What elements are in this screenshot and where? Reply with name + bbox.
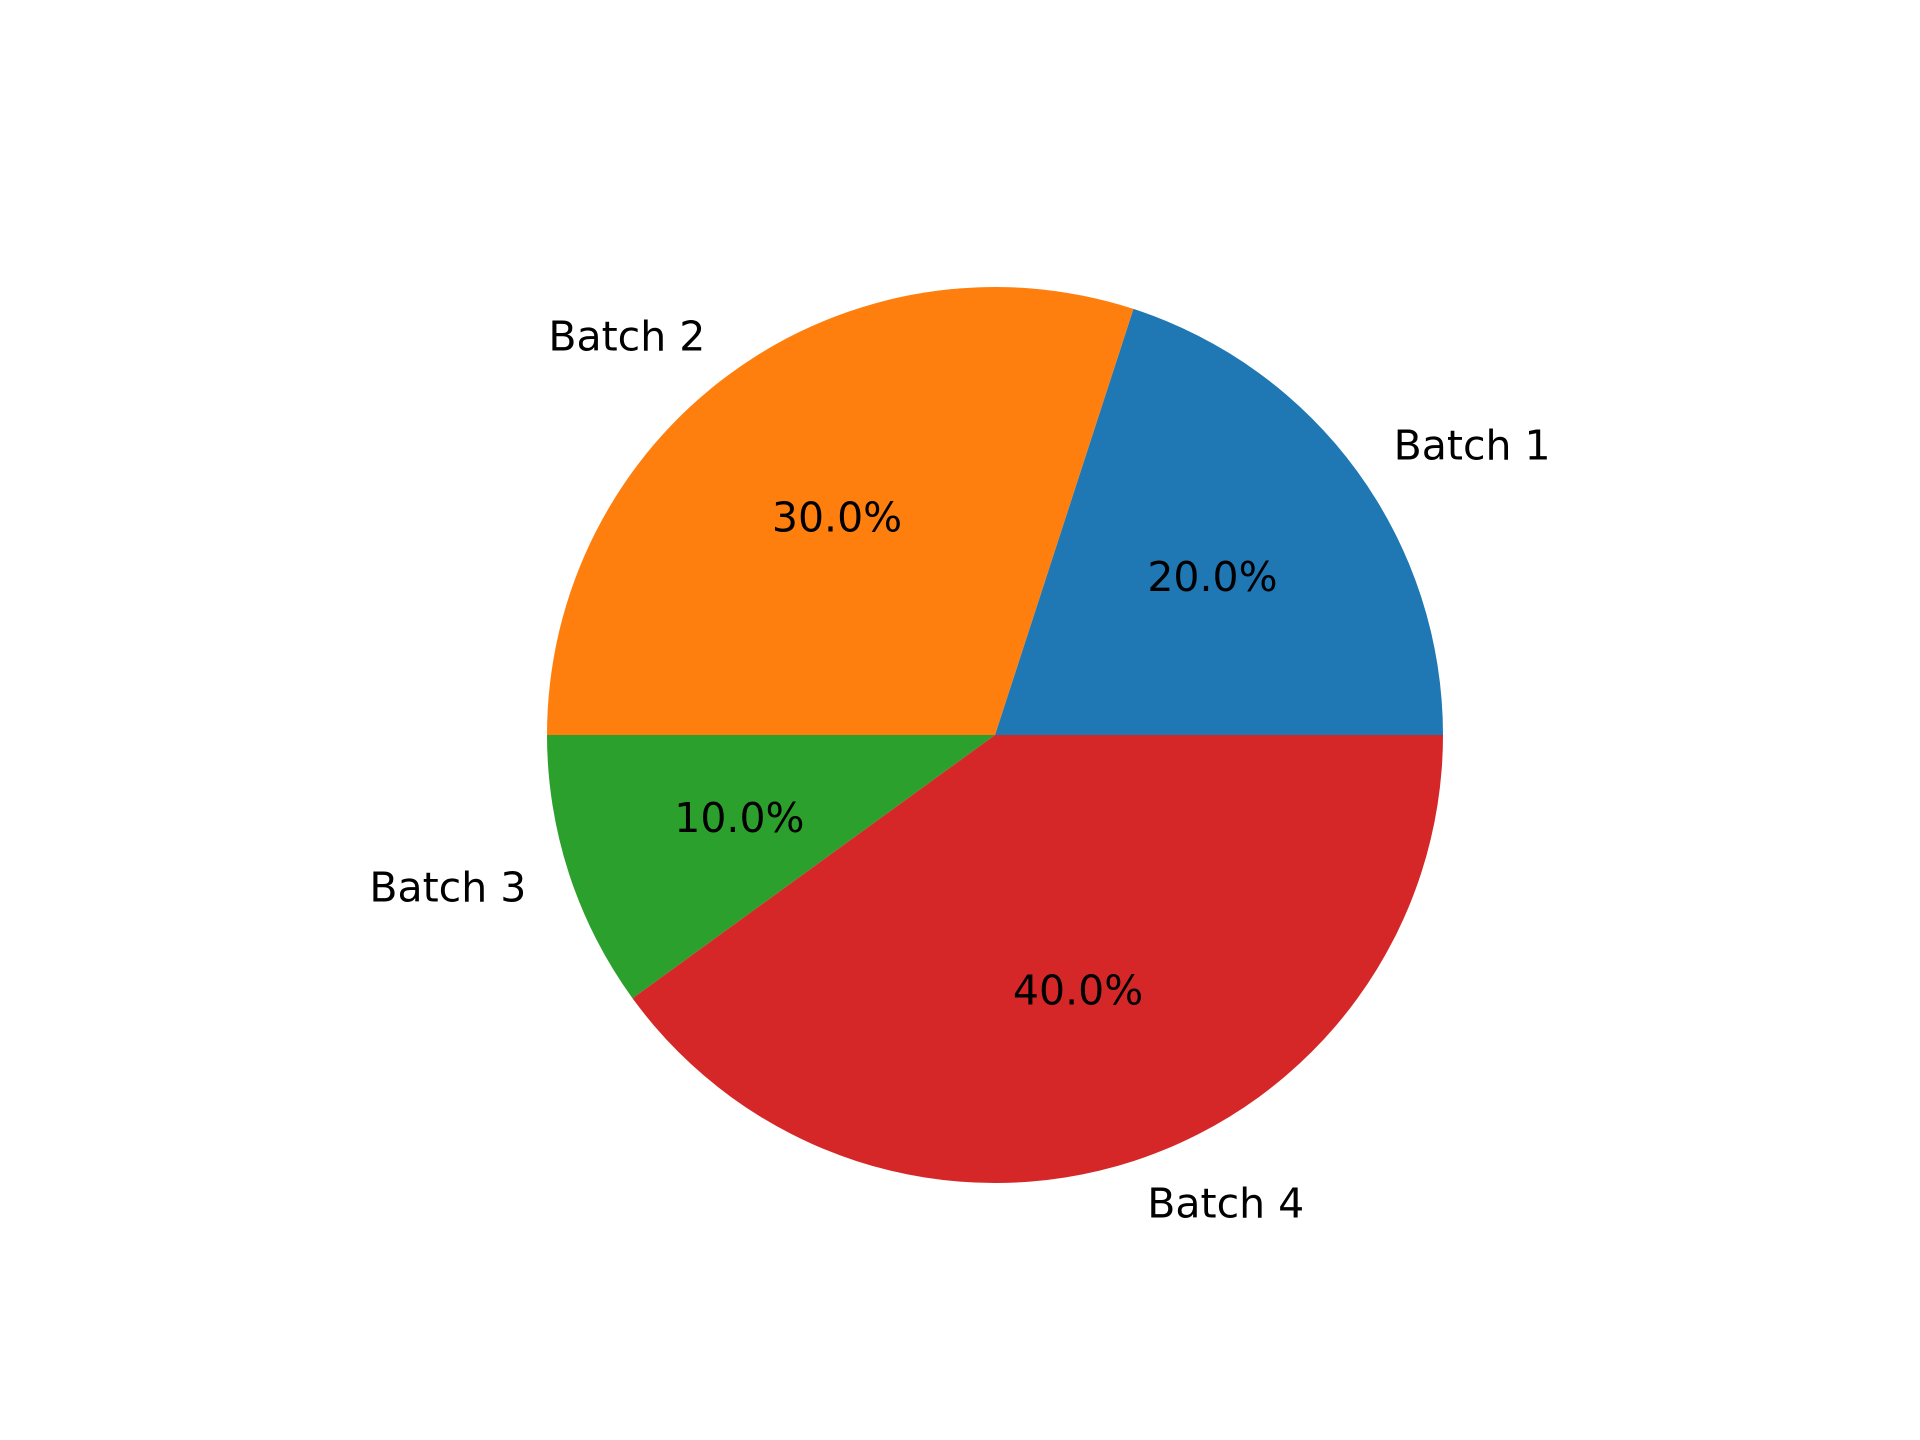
pie-slice-batch-1 (995, 308, 1443, 735)
slice-label-batch-2: Batch 2 (548, 312, 705, 360)
pie-slice-batch-3 (547, 735, 995, 999)
slice-label-batch-4: Batch 4 (1147, 1180, 1304, 1228)
pie-slice-batch-2 (547, 287, 1134, 735)
pie-slice-batch-4 (632, 735, 1443, 1184)
slice-label-batch-1: Batch 1 (1394, 421, 1551, 469)
percent-label-batch-1: 20.0% (1147, 553, 1277, 601)
slice-label-batch-3: Batch 3 (369, 863, 526, 911)
percent-label-batch-3: 10.0% (674, 794, 804, 842)
pie-slices (547, 287, 1443, 1184)
percent-label-batch-4: 40.0% (1013, 967, 1143, 1015)
pie-labels: Batch 1 20.0% Batch 2 30.0% Batch 3 10.0% Batc… (369, 312, 1550, 1227)
percent-label-batch-2: 30.0% (772, 494, 902, 542)
